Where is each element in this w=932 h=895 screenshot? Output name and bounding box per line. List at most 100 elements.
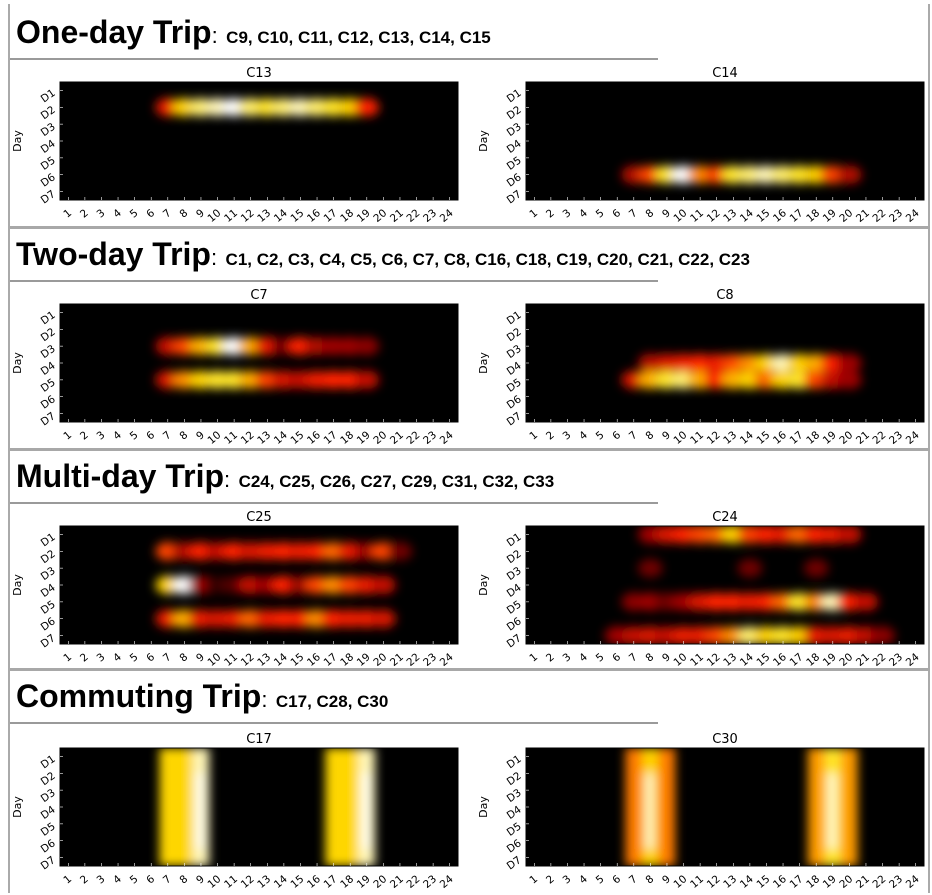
x-tick-label: 7 <box>627 429 640 442</box>
y-tick-label: D7 <box>505 188 524 206</box>
heat-layer <box>155 98 380 117</box>
x-tick-label: 22 <box>405 429 423 447</box>
x-tick-label: 2 <box>544 207 557 220</box>
section-title: Multi-day Trip <box>16 458 224 494</box>
x-tick-label: 17 <box>788 429 806 447</box>
x-tick-label: 1 <box>527 207 540 220</box>
x-tick-label: 24 <box>904 207 922 225</box>
x-tick-label: 11 <box>222 873 240 891</box>
y-axis-label: Day <box>11 130 24 152</box>
x-tick-label: 1 <box>61 873 74 886</box>
heat-peak <box>827 773 837 850</box>
y-tick-label: D6 <box>505 615 524 633</box>
y-tick-label: D7 <box>39 410 58 428</box>
x-tick-label: 17 <box>322 651 340 669</box>
heat-cell <box>853 592 879 612</box>
x-tick-label: 17 <box>788 651 806 669</box>
x-tick-label: 19 <box>821 429 839 447</box>
section-header-one-day: One-day Trip: C9, C10, C11, C12, C13, C1… <box>16 14 491 51</box>
heat-layer <box>155 336 380 390</box>
x-tick-label: 21 <box>388 429 406 447</box>
y-tick-label: D5 <box>39 820 58 838</box>
x-tick-label: 7 <box>161 651 174 664</box>
x-tick-label: 10 <box>206 429 224 447</box>
x-tick-label: 4 <box>111 873 124 887</box>
x-tick-label: 23 <box>887 651 905 669</box>
heat-cell <box>637 558 663 578</box>
chart-title: C14 <box>712 66 738 81</box>
x-tick-label: 8 <box>177 873 190 886</box>
y-axis-label: Day <box>477 130 490 152</box>
x-tick-label: 10 <box>206 651 224 669</box>
heat-cell <box>836 526 862 544</box>
x-tick-label: 20 <box>371 873 389 891</box>
y-tick-label: D7 <box>39 188 58 206</box>
x-tick-label: 12 <box>705 651 723 669</box>
x-tick-label: 4 <box>577 651 590 665</box>
x-tick-label: 19 <box>821 651 839 669</box>
y-tick-label: D6 <box>39 393 58 411</box>
x-tick-label: 13 <box>255 429 273 447</box>
y-tick-label: D7 <box>505 410 524 428</box>
x-tick-label: 18 <box>338 429 356 447</box>
x-tick-label: 5 <box>594 873 607 886</box>
y-tick-label: D2 <box>505 770 524 788</box>
x-tick-label: 22 <box>871 651 889 669</box>
y-axis-label: Day <box>477 796 490 818</box>
x-tick-label: 1 <box>527 873 540 886</box>
plot-area <box>60 748 458 866</box>
x-tick-label: 1 <box>61 651 74 664</box>
section-colon: : <box>261 687 268 712</box>
x-tick-label: 24 <box>438 651 456 669</box>
y-tick-label: D1 <box>505 753 524 771</box>
x-tick-label: 22 <box>405 207 423 225</box>
y-tick-label: D3 <box>505 121 524 139</box>
heat-band <box>841 748 858 866</box>
heat-layer <box>159 748 376 866</box>
x-tick-label: 11 <box>688 873 706 891</box>
chart-title: C30 <box>712 732 738 747</box>
x-tick-label: 4 <box>577 207 590 221</box>
x-tick-label: 16 <box>305 873 323 891</box>
x-tick-label: 11 <box>222 651 240 669</box>
x-tick-label: 24 <box>904 873 922 891</box>
y-tick-label: D6 <box>39 615 58 633</box>
x-tick-label: 18 <box>804 873 822 891</box>
cluster-list: C9, C10, C11, C12, C13, C14, C15 <box>226 28 491 47</box>
y-tick-label: D6 <box>505 393 524 411</box>
y-tick-label: D3 <box>39 343 58 361</box>
y-tick-label: D6 <box>505 837 524 855</box>
x-tick-label: 4 <box>111 429 124 443</box>
heat-cell <box>370 575 396 595</box>
x-tick-label: 12 <box>239 207 257 225</box>
y-tick-label: D4 <box>505 137 524 155</box>
x-tick-label: 18 <box>338 873 356 891</box>
x-tick-label: 23 <box>421 651 439 669</box>
y-tick-label: D7 <box>39 854 58 872</box>
x-tick-label: 10 <box>672 207 690 225</box>
y-tick-label: D6 <box>39 837 58 855</box>
x-tick-label: 18 <box>804 429 822 447</box>
x-tick-label: 13 <box>721 651 739 669</box>
x-tick-label: 12 <box>705 429 723 447</box>
section-title: One-day Trip <box>16 14 212 50</box>
y-tick-label: D4 <box>505 803 524 821</box>
x-tick-label: 5 <box>128 207 141 220</box>
chart-title: C25 <box>246 510 272 525</box>
heat-layer <box>621 165 862 184</box>
section-colon: : <box>210 245 218 270</box>
y-tick-label: D2 <box>39 548 58 566</box>
x-tick-label: 15 <box>754 651 772 669</box>
x-tick-label: 16 <box>771 651 789 669</box>
x-tick-label: 9 <box>660 651 673 664</box>
y-tick-label: D5 <box>505 820 524 838</box>
heat-band <box>807 748 825 866</box>
y-tick-label: D4 <box>39 581 58 599</box>
y-tick-label: D2 <box>39 326 58 344</box>
x-tick-label: 8 <box>177 429 190 442</box>
